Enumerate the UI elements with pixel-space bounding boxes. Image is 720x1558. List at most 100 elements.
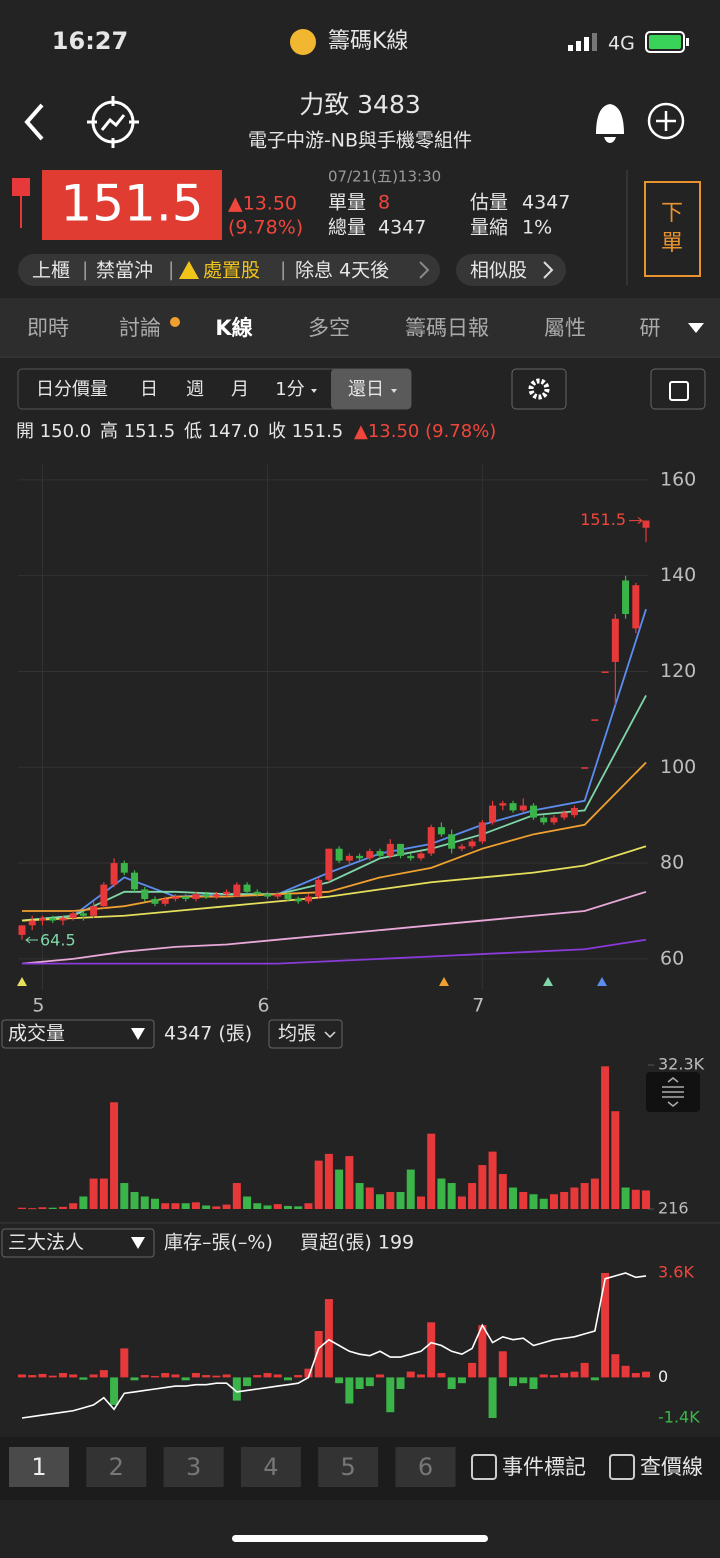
tag: 禁當沖 <box>96 260 153 282</box>
candle-body <box>69 913 77 919</box>
y-tick-label: 80 <box>660 852 684 874</box>
net-buy-bar <box>621 1365 630 1378</box>
volume-bar <box>243 1196 252 1209</box>
candle-body <box>407 855 415 859</box>
order-button-text[interactable]: 單 <box>661 231 683 256</box>
candle-body <box>315 879 323 897</box>
volume-bar <box>18 1207 26 1209</box>
resize-icon[interactable] <box>662 1077 684 1107</box>
tab[interactable]: K線 <box>215 316 252 340</box>
watch-button[interactable] <box>87 96 139 148</box>
page-label[interactable]: 2 <box>109 1453 124 1481</box>
page-label[interactable]: 5 <box>341 1453 356 1481</box>
volume-bar <box>324 1153 333 1209</box>
tab[interactable]: 籌碼日報 <box>405 316 489 340</box>
candle-body <box>560 812 568 818</box>
inst-selector[interactable] <box>1 1228 155 1258</box>
inst-title[interactable]: 三大法人 <box>8 1232 84 1254</box>
volume-mode[interactable] <box>268 1019 343 1049</box>
tab-more-icon[interactable] <box>688 323 704 333</box>
candle-body <box>345 855 353 861</box>
net-buy-bar <box>202 1375 211 1378</box>
page-button[interactable] <box>9 1447 69 1487</box>
ohlc-value: ▲13.50 (9.78%) <box>354 421 496 442</box>
period-option[interactable]: 月 <box>231 379 249 400</box>
candle-body <box>489 805 497 823</box>
similar-label[interactable]: 相似股 <box>470 260 527 282</box>
period-option[interactable]: 日分價量 <box>36 379 108 400</box>
volume-bar <box>447 1183 456 1209</box>
volume-selector[interactable] <box>1 1019 155 1049</box>
candle-body <box>427 827 435 854</box>
candle-body <box>335 848 343 861</box>
volume-bar <box>406 1169 415 1209</box>
page-button[interactable] <box>163 1447 224 1487</box>
net-buy-bar <box>478 1325 487 1378</box>
tab[interactable]: 討論 <box>119 316 161 340</box>
volume-mode-label[interactable]: 均張 <box>278 1023 316 1045</box>
volume-bar <box>478 1165 487 1209</box>
order-button-frame[interactable] <box>644 181 701 277</box>
candle-body <box>437 827 445 835</box>
checkbox[interactable] <box>609 1454 635 1480</box>
volume-bar <box>590 1178 599 1209</box>
page-button[interactable] <box>240 1447 301 1487</box>
page-button[interactable] <box>318 1447 379 1487</box>
settings-icon[interactable] <box>528 378 550 400</box>
page-label[interactable]: 4 <box>263 1453 278 1481</box>
net-buy-bar <box>365 1377 374 1387</box>
checkbox-label[interactable]: 查價線 <box>640 1455 703 1479</box>
rotate-icon[interactable] <box>669 381 689 401</box>
net-buy-bar <box>447 1377 456 1389</box>
checkbox[interactable] <box>471 1454 497 1480</box>
order-button-text[interactable]: 下 <box>661 201 683 226</box>
page-label[interactable]: 1 <box>31 1453 46 1481</box>
volume-bar <box>519 1192 528 1209</box>
candle-body <box>223 891 231 895</box>
net-buy-bar <box>140 1375 149 1378</box>
warning-icon <box>179 261 199 279</box>
tab[interactable]: 研 <box>640 316 661 340</box>
candle-body <box>243 884 251 892</box>
candle-body <box>386 843 394 856</box>
back-button[interactable] <box>24 103 44 141</box>
order-button[interactable]: 下 單 <box>644 181 701 277</box>
rotate-button[interactable] <box>650 368 706 410</box>
candle-body <box>591 719 599 721</box>
tag-bar[interactable] <box>18 254 440 286</box>
page-label[interactable]: 3 <box>186 1453 201 1481</box>
volume-bar <box>294 1206 303 1209</box>
dropdown-icon[interactable] <box>131 1028 145 1040</box>
volume-bar <box>580 1183 589 1209</box>
period-option[interactable]: 1分 <box>275 379 304 400</box>
net-buy-bar <box>120 1348 129 1378</box>
tab[interactable]: 即時 <box>27 316 69 340</box>
volume-bar <box>416 1196 425 1209</box>
net-buy-bar <box>376 1374 385 1378</box>
volume-bar <box>549 1194 558 1209</box>
tab[interactable]: 屬性 <box>544 316 586 340</box>
candle-body <box>110 863 118 885</box>
tabs: 即時 討論 K線 多空 籌碼日報 屬性 研 <box>27 316 661 340</box>
add-button[interactable] <box>647 102 685 140</box>
settings-button[interactable] <box>511 368 567 410</box>
page-button[interactable] <box>395 1447 456 1487</box>
tab[interactable]: 多空 <box>308 316 350 340</box>
field-label: 估量 <box>470 192 508 214</box>
page-label[interactable]: 6 <box>418 1453 433 1481</box>
period-option[interactable]: 週 <box>186 379 204 400</box>
volume-bar <box>304 1203 313 1209</box>
net-buy-bar <box>427 1322 436 1378</box>
ohlc-row: 開 150.0 高 151.5 低 147.0 收 151.5 ▲13.50 (9.78… <box>16 421 496 442</box>
similar-button[interactable] <box>456 254 566 286</box>
checkbox-label[interactable]: 事件標記 <box>502 1455 586 1479</box>
candle-body <box>632 585 640 629</box>
period-option[interactable]: 還日 <box>348 379 384 400</box>
volume-title[interactable]: 成交量 <box>8 1023 65 1045</box>
alert-button[interactable] <box>596 104 624 143</box>
dropdown-icon[interactable] <box>131 1237 145 1249</box>
page-button[interactable] <box>86 1447 147 1487</box>
y-tick-label: 100 <box>660 756 696 778</box>
period-option[interactable]: 日 <box>140 379 158 400</box>
price-change-pct: (9.78%) <box>228 217 303 239</box>
